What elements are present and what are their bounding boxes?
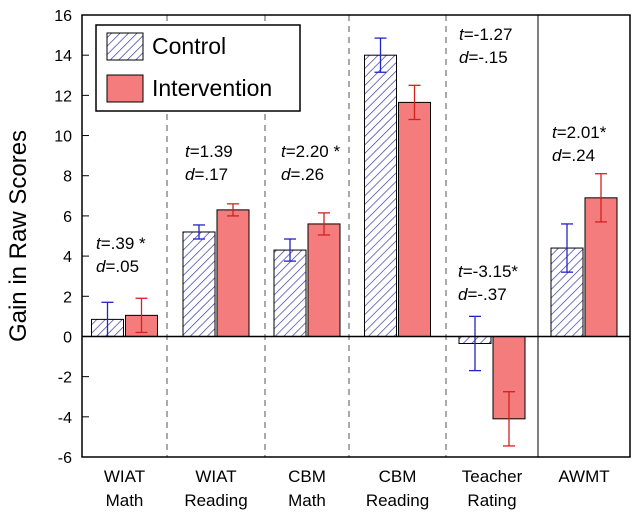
x-tick-label: Reading <box>366 491 429 510</box>
y-tick-label: 8 <box>63 169 72 186</box>
error-bars <box>101 37 607 447</box>
stat-annotation: d=.26 <box>281 165 324 184</box>
x-tick-label: CBM <box>379 467 417 486</box>
x-tick-label: WIAT <box>195 467 236 486</box>
y-tick-label: 4 <box>63 249 72 266</box>
stat-annotation: d=.05 <box>96 257 139 276</box>
stat-annotation: d=.24 <box>552 146 595 165</box>
x-tick-label: Teacher <box>462 467 523 486</box>
legend-label-control: Control <box>152 33 226 59</box>
y-tick-label: 14 <box>54 48 72 65</box>
x-tick-label: AWMT <box>558 467 609 486</box>
bar-control <box>273 249 307 337</box>
y-tick-label: 10 <box>54 129 72 146</box>
x-tick-label: WIAT <box>104 467 145 486</box>
x-axis-labels: WIAT Math WIAT Reading CBM Math CBM Reading Teac… <box>104 467 610 510</box>
y-tick-label: 0 <box>63 329 72 346</box>
plot-frame <box>81 14 631 458</box>
bar-intervention <box>216 209 250 337</box>
stat-annotation: t=.39 * <box>96 234 146 253</box>
x-tick-label: Rating <box>467 491 516 510</box>
stat-annotation: t=1.39 <box>185 142 233 161</box>
stat-annotation: d=-.37 <box>458 285 507 304</box>
stat-annotation: d=-.15 <box>459 48 508 67</box>
bar-control <box>364 54 397 337</box>
legend: Control Intervention <box>95 24 301 112</box>
stat-annotation: d=.17 <box>185 165 228 184</box>
bar-control <box>182 231 216 337</box>
stat-annotation: t=-3.15* <box>458 262 518 281</box>
y-tick-label: -6 <box>58 450 72 467</box>
y-tick-label: 16 <box>54 8 72 25</box>
x-tick-label: Math <box>288 491 326 510</box>
annotations: t=.39 * d=.05 t=1.39 d=.17 t=2.20 * d=.26 t=-1… <box>96 25 607 304</box>
legend-label-intervention: Intervention <box>152 75 272 101</box>
y-tick-label: 2 <box>63 289 72 306</box>
bars <box>91 54 618 420</box>
bar-intervention <box>307 223 341 337</box>
x-tick-label: Math <box>106 491 144 510</box>
stat-annotation: t=-1.27 <box>459 25 512 44</box>
separator-lines <box>166 15 539 457</box>
y-tick-label: -4 <box>58 410 72 427</box>
y-axis-label: Gain in Raw Scores <box>5 130 32 342</box>
y-tick-label: 6 <box>63 209 72 226</box>
y-tick-label: 12 <box>54 88 72 105</box>
x-tick-label: CBM <box>288 467 326 486</box>
x-tick-label: Reading <box>184 491 247 510</box>
y-tick-label: -2 <box>58 370 72 387</box>
legend-swatch-intervention <box>106 74 144 103</box>
legend-swatch-control <box>106 32 144 61</box>
bar-intervention <box>398 101 431 337</box>
y-axis: -6 -4 -2 0 2 4 6 8 10 12 14 16 <box>54 8 630 467</box>
stat-annotation: t=2.20 * <box>281 142 340 161</box>
stat-annotation: t=2.01* <box>552 123 607 142</box>
